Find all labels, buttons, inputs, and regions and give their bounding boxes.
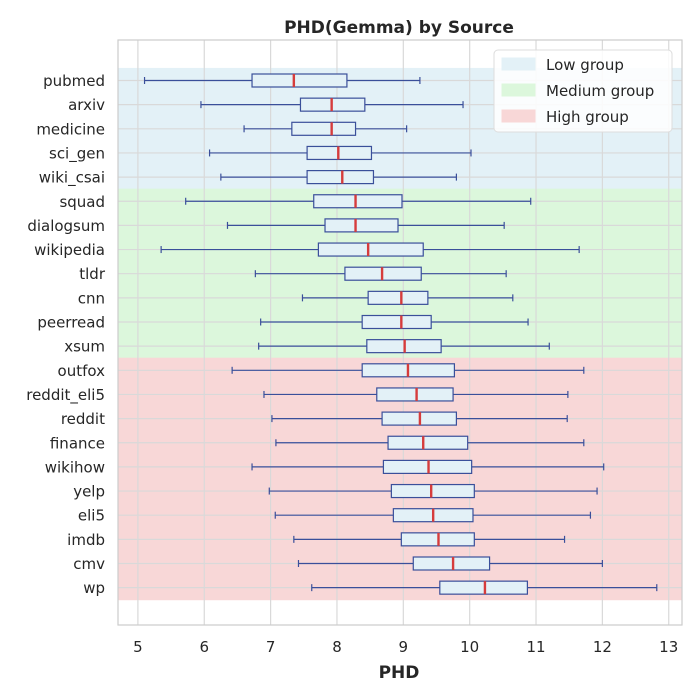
box-peerread [260, 314, 529, 330]
box-medicine [243, 121, 408, 136]
box-yelp [268, 483, 598, 499]
y-tick-label: tldr [79, 265, 106, 283]
y-tick-label: arxiv [68, 96, 105, 114]
box-wikipedia [160, 242, 580, 257]
legend-swatch-high [501, 109, 536, 123]
legend-label-low: Low group [546, 56, 624, 74]
box-eli5 [274, 508, 592, 523]
box-pubmed [143, 73, 421, 88]
box-cnn [301, 290, 514, 305]
box-reddit [271, 411, 568, 426]
y-tick-label: imdb [67, 531, 105, 549]
x-tick-label: 11 [526, 638, 545, 656]
box-iqr [306, 170, 375, 185]
y-tick-labels: pubmed arxiv medicine sci_gen wiki_csaisquad… [26, 72, 106, 597]
y-tick-label: peerread [37, 314, 105, 332]
y-tick-label: outfox [58, 362, 106, 380]
box-xsum [258, 339, 550, 354]
box-iqr [291, 121, 357, 136]
legend-swatch-low [501, 57, 536, 71]
box-cmv [297, 556, 603, 571]
x-tick-label: 5 [133, 638, 143, 656]
box-wikihow [251, 459, 605, 474]
y-tick-label: wikipedia [34, 241, 105, 259]
box-finance [275, 435, 585, 450]
box-wp [311, 580, 658, 595]
y-tick-label: wiki_csai [39, 169, 105, 188]
box-arxiv [200, 97, 464, 112]
y-tick-label: reddit [61, 410, 105, 428]
box-outfox [231, 363, 585, 378]
chart-title: PHD(Gemma) by Source [284, 18, 514, 38]
x-tick-label: 10 [460, 638, 479, 656]
y-tick-label: reddit_eli5 [26, 386, 105, 405]
legend-label-medium: Medium group [546, 82, 654, 100]
y-tick-label: eli5 [78, 507, 105, 525]
box-iqr [324, 218, 399, 233]
legend: Low group Medium group High group [493, 49, 673, 133]
y-tick-label: yelp [73, 483, 105, 501]
box-iqr [367, 290, 429, 305]
box-wiki_csai [220, 170, 457, 185]
x-tick-label: 6 [199, 638, 209, 656]
x-tick-labels: 5 6 7 8 9 10 11 12 13 [133, 638, 678, 656]
x-axis-label: PHD [379, 663, 420, 683]
box-iqr [387, 435, 469, 450]
x-tick-label: 9 [399, 638, 409, 656]
box-series [143, 73, 658, 595]
box-iqr [390, 483, 475, 499]
y-tick-label: dialogsum [27, 217, 105, 235]
box-squad [185, 194, 532, 209]
legend-label-high: High group [546, 108, 629, 126]
y-tick-label: squad [59, 193, 105, 211]
legend-frame [493, 49, 673, 133]
legend-swatch-medium [501, 83, 536, 97]
box-iqr [361, 314, 432, 330]
box-dialogsum [226, 218, 505, 233]
x-tick-label: 8 [332, 638, 342, 656]
y-tick-label: finance [50, 434, 105, 452]
x-tick-label: 13 [659, 638, 678, 656]
box-iqr [251, 73, 348, 88]
box-iqr [376, 387, 454, 402]
y-tick-label: wp [83, 579, 105, 597]
box-iqr [412, 556, 491, 571]
y-tick-label: pubmed [43, 72, 105, 90]
box-tldr [254, 266, 507, 281]
box-iqr [317, 242, 424, 257]
box-iqr [439, 580, 528, 595]
box-sci_gen [208, 145, 472, 161]
y-tick-label: cnn [78, 289, 105, 307]
y-tick-label: wikihow [45, 458, 105, 476]
y-tick-label: cmv [73, 555, 105, 573]
y-tick-label: xsum [64, 338, 105, 356]
y-tick-label: sci_gen [49, 144, 105, 163]
x-tick-label: 12 [593, 638, 612, 656]
plot-frame [117, 39, 683, 626]
box-iqr [313, 194, 403, 209]
box-imdb [293, 532, 566, 547]
box-reddit_eli5 [263, 387, 569, 402]
y-tick-label: medicine [36, 120, 105, 138]
x-tick-label: 7 [266, 638, 276, 656]
